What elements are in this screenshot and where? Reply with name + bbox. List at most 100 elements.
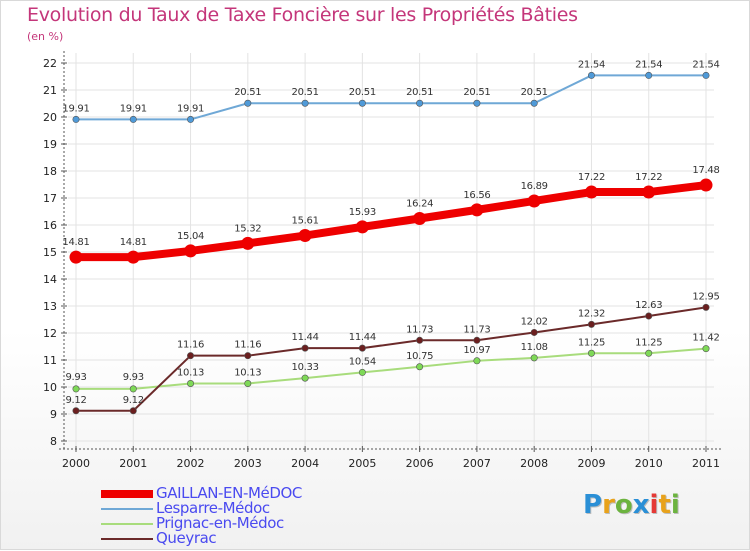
y-tick-label: 13 — [43, 300, 57, 313]
y-tick-label: 10 — [43, 381, 57, 394]
legend-swatch — [101, 538, 153, 540]
series-line-2 — [75, 347, 707, 390]
y-tick-label: 11 — [43, 354, 57, 367]
data-label: 11.08 — [521, 342, 548, 353]
axes: 8 9 10 11 12 13 14 15 16 17 18 19 20 21 22 2000 2001 2002… — [43, 51, 721, 470]
data-label: 12.02 — [521, 316, 548, 327]
data-label: 15.61 — [292, 216, 319, 227]
data-point — [470, 203, 484, 217]
data-point — [358, 99, 366, 107]
data-point — [298, 229, 312, 243]
data-point — [72, 115, 80, 123]
x-tick-label: 2005 — [348, 457, 376, 470]
data-point — [645, 349, 653, 357]
x-tick-label: 2006 — [406, 457, 434, 470]
x-tick-label: 2003 — [234, 457, 262, 470]
data-point — [530, 354, 538, 362]
data-label: 16.89 — [521, 181, 548, 192]
data-point — [358, 344, 366, 352]
data-label: 20.51 — [463, 87, 490, 98]
legend-label: Queyrac — [156, 529, 217, 547]
data-label: 21.54 — [578, 59, 605, 70]
x-tick-label: 2000 — [62, 457, 90, 470]
data-point — [416, 99, 424, 107]
data-point — [530, 99, 538, 107]
data-label: 20.51 — [406, 87, 433, 98]
data-label: 16.24 — [406, 199, 433, 210]
gridlines — [68, 53, 714, 449]
y-tick-label: 17 — [43, 192, 57, 205]
data-point — [72, 385, 80, 393]
data-point — [642, 185, 656, 199]
data-label: 11.16 — [234, 340, 261, 351]
data-label: 11.73 — [463, 324, 490, 335]
data-label: 21.54 — [692, 59, 719, 70]
data-label: 11.25 — [635, 337, 662, 348]
data-point — [645, 71, 653, 79]
data-label: 11.44 — [292, 332, 319, 343]
data-point — [530, 328, 538, 336]
data-label: 16.56 — [463, 190, 490, 201]
data-label: 17.48 — [692, 165, 719, 176]
data-label: 11.16 — [177, 340, 204, 351]
data-label: 11.73 — [406, 324, 433, 335]
x-tick-label: 2007 — [463, 457, 491, 470]
data-label: 10.97 — [463, 345, 490, 356]
data-label: 9.93 — [123, 372, 144, 383]
data-label: 10.13 — [234, 367, 261, 378]
legend-swatch — [101, 490, 153, 498]
y-tick-label: 18 — [43, 165, 57, 178]
x-tick-label: 2002 — [177, 457, 205, 470]
y-tick-label: 12 — [43, 327, 57, 340]
proxiti-logo: Proxiti — [583, 490, 680, 520]
data-label: 15.04 — [177, 231, 204, 242]
y-tick-label: 20 — [43, 111, 57, 124]
data-point — [126, 250, 140, 264]
data-label: 19.91 — [177, 103, 204, 114]
data-label: 14.81 — [120, 237, 147, 248]
data-point — [241, 236, 255, 250]
y-tick-label: 21 — [43, 84, 57, 97]
data-label: 21.54 — [635, 59, 662, 70]
data-point — [413, 212, 427, 226]
data-label: 11.25 — [578, 337, 605, 348]
data-point — [587, 349, 595, 357]
data-point — [527, 194, 541, 208]
data-label: 10.75 — [406, 351, 433, 362]
data-label: 12.32 — [578, 308, 605, 319]
x-tick-label: 2009 — [577, 457, 605, 470]
data-point — [301, 344, 309, 352]
legend-label: Lesparre-Médoc — [156, 499, 270, 517]
data-label: 17.22 — [578, 172, 605, 183]
data-point — [473, 357, 481, 365]
series-line-0 — [72, 181, 710, 262]
data-label: 9.12 — [65, 395, 86, 406]
data-point — [184, 244, 198, 258]
data-point — [72, 407, 80, 415]
data-labels: 14.81 14.81 15.04 15.32 15.61 15.93 16.24 16.56… — [62, 59, 719, 405]
data-point — [702, 345, 710, 353]
data-point — [187, 115, 195, 123]
data-point — [69, 250, 83, 264]
data-point — [301, 99, 309, 107]
data-label: 20.51 — [521, 87, 548, 98]
data-point — [702, 303, 710, 311]
x-tick-label: 2008 — [520, 457, 548, 470]
y-tick-label: 9 — [50, 408, 57, 421]
y-axis-unit-label: (en %) — [27, 30, 64, 43]
data-point — [416, 363, 424, 371]
data-label: 20.51 — [292, 87, 319, 98]
data-label: 17.22 — [635, 172, 662, 183]
data-label: 20.51 — [234, 87, 261, 98]
x-tick-label: 2011 — [692, 457, 720, 470]
y-tick-label: 22 — [43, 57, 57, 70]
series-lines — [69, 71, 713, 415]
data-point — [244, 99, 252, 107]
data-point — [416, 336, 424, 344]
data-label: 10.13 — [177, 367, 204, 378]
data-label: 14.81 — [62, 237, 89, 248]
data-label: 19.91 — [62, 103, 89, 114]
data-point — [129, 115, 137, 123]
data-label: 12.63 — [635, 300, 662, 311]
